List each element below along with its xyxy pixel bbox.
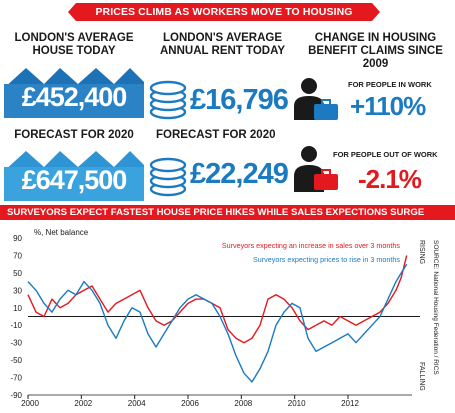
claims-title-line2: BENEFIT CLAIMS SINCE 2009 <box>308 45 443 70</box>
house-forecast-value: £647,500 <box>21 165 128 195</box>
out-work-label: FOR PEOPLE OUT OF WORK <box>333 150 438 159</box>
x-tick-label: 2002 <box>74 399 92 408</box>
rising-label: RISING <box>418 240 425 264</box>
claims-title: CHANGE IN HOUSING BENEFIT CLAIMS SINCE 2… <box>298 32 453 71</box>
x-tick-label: 2008 <box>234 399 252 408</box>
y-tick-label: 70 <box>13 251 22 260</box>
y-tick-label: 50 <box>13 269 22 278</box>
y-tick-label: -50 <box>10 356 22 365</box>
rent-title: LONDON'S AVERAGE ANNUAL RENT TODAY <box>150 32 295 58</box>
x-tick-label: 2010 <box>288 399 306 408</box>
x-tick-label: 2006 <box>181 399 199 408</box>
house-title-line2: HOUSE TODAY <box>32 45 116 57</box>
worker-briefcase-red-icon <box>294 146 338 192</box>
rent-forecast-value: £22,249 <box>190 158 289 190</box>
series-line-sales <box>27 255 408 344</box>
in-work-label: FOR PEOPLE IN WORK <box>348 80 432 89</box>
x-tick-label: 2004 <box>128 399 146 408</box>
source-note: SOURCE: National Housing Federation / RI… <box>432 240 439 375</box>
rent-value: £16,796 <box>190 84 289 116</box>
house-icon <box>4 68 144 118</box>
y-tick-label: -30 <box>10 339 22 348</box>
legend-blue: Surveyors expecting prices to rise in 3 … <box>253 255 400 264</box>
worker-briefcase-icon <box>294 78 338 120</box>
y-tick-label: -10 <box>10 321 22 330</box>
house-forecast-label: FORECAST FOR 2020 <box>14 129 134 141</box>
y-tick-label: -70 <box>10 374 22 383</box>
y-axis-label: %, Net balance <box>34 228 89 237</box>
x-tick-label: 2000 <box>21 399 39 408</box>
falling-label: FALLING <box>418 362 425 391</box>
chart-title: SURVEYORS EXPECT FASTEST HOUSE PRICE HIK… <box>0 205 455 220</box>
out-work-value: -2.1% <box>358 164 422 194</box>
claims-title-line1: CHANGE IN HOUSING <box>314 32 437 44</box>
rent-title-line1: LONDON'S AVERAGE <box>162 32 283 44</box>
y-tick-label: 10 <box>13 304 22 313</box>
rent-forecast-label: FORECAST FOR 2020 <box>156 129 276 141</box>
headline-banner: PRICES CLIMB AS WORKERS MOVE TO HOUSING … <box>68 3 380 36</box>
house-title: LONDON'S AVERAGE HOUSE TODAY <box>4 32 144 58</box>
rent-title-line2: ANNUAL RENT TODAY <box>159 45 286 57</box>
line-chart: 90 70 50 30 10 -10 -30 -50 -70 -90 2000 2002 2004 20… <box>10 228 439 408</box>
y-tick-label: -90 <box>10 391 22 400</box>
house-value: £452,400 <box>21 82 128 112</box>
legend-red: Surveyors expecting an increase in sales… <box>222 241 401 250</box>
in-work-value: +110% <box>350 91 426 121</box>
house-forecast-icon <box>4 151 144 201</box>
house-title-line1: LONDON'S AVERAGE <box>14 32 134 44</box>
coin-stack-forecast-icon <box>149 157 187 197</box>
y-tick-label: 90 <box>13 234 22 243</box>
coin-stack-icon <box>149 80 187 120</box>
y-tick-label: 30 <box>13 286 22 295</box>
x-tick-label: 2012 <box>341 399 359 408</box>
series-line-prices <box>27 263 408 383</box>
